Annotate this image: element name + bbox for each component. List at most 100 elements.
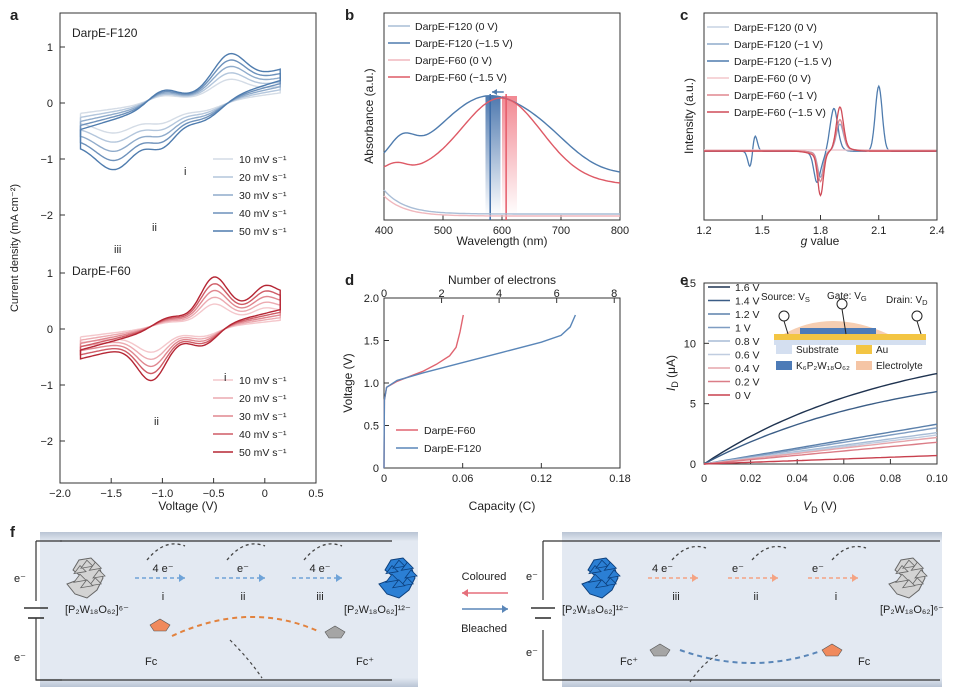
inset-legend-label: K₆P₂W₁₈O₆₂ xyxy=(796,361,850,372)
inset-drain-label: Drain: VD xyxy=(886,295,928,307)
right-side-electron-top: e⁻ xyxy=(526,571,538,583)
fcplus-label-right: Fc⁺ xyxy=(620,656,638,668)
legend-label-e: 0.8 V xyxy=(735,336,760,348)
inset-legend-swatch xyxy=(856,345,872,354)
ytick-label: −1 xyxy=(40,380,53,392)
legend-label: 40 mV s⁻¹ xyxy=(239,429,287,441)
inset-legend-label: Au xyxy=(876,345,888,356)
xtick-label-b: 400 xyxy=(375,225,393,237)
ferrocene-right xyxy=(821,643,843,657)
polyhedron-facet xyxy=(73,573,87,583)
inset-source-label: Source: VS xyxy=(761,292,810,304)
cv-curve-50 xyxy=(79,276,281,382)
polyhedron-facet xyxy=(391,579,406,589)
electron-arrow-head-right xyxy=(852,574,858,582)
annotation-i: i xyxy=(224,372,226,384)
bleached-label: Bleached xyxy=(461,623,507,635)
polyhedron-facet xyxy=(79,559,94,569)
subplot-label: DarpE-F60 xyxy=(72,264,131,278)
id-series-0 V xyxy=(703,454,938,465)
step-label-left: ii xyxy=(241,591,246,603)
fc-label-right: Fc xyxy=(858,656,871,668)
polyhedron-facet xyxy=(895,564,909,575)
legend-label: 50 mV s⁻¹ xyxy=(239,226,287,238)
legend-label-b: DarpE-F60 (−1.5 V) xyxy=(415,72,507,84)
annotation-i: i xyxy=(184,166,186,178)
left-side-electron-top: e⁻ xyxy=(14,573,26,585)
pom-oxidized-right xyxy=(888,557,928,599)
inset-legend-swatch xyxy=(856,361,872,370)
plot-b: 400 500 600 700 800 DarpE-F120 (0 V) DarpE-F12… xyxy=(375,21,629,237)
ylabel-e: ID (μA) xyxy=(664,355,680,391)
polyhedron-facet xyxy=(910,577,925,587)
polyhedron-facet xyxy=(914,569,928,579)
polyhedron-facet xyxy=(79,579,94,589)
polyhedron-facet xyxy=(594,559,609,569)
id-series-1.6 V xyxy=(703,372,938,465)
legend-label-b: DarpE-F120 (0 V) xyxy=(415,21,498,33)
legend-label: 40 mV s⁻¹ xyxy=(239,208,287,220)
ytick-label: 0 xyxy=(47,324,53,336)
inset-legend-label: Substrate xyxy=(796,345,839,356)
ytick-label-e: 5 xyxy=(690,399,696,411)
id-series-1 V xyxy=(703,427,938,465)
legend-label: 50 mV s⁻¹ xyxy=(239,447,287,459)
panel-f: f e⁻e⁻[P₂W₁₈O₆₂]⁶⁻ [P₂W₁₈O₆₂]¹²⁻4 e⁻ie⁻ii… xyxy=(10,524,944,687)
id-series-0.2 V xyxy=(703,441,938,465)
probe-tip xyxy=(911,310,923,322)
legend-label-c: DarpE-F120 (−1 V) xyxy=(734,39,823,51)
xtick-label-a: 0 xyxy=(262,488,268,500)
subplot-darpe-f120: 1 0 −1 −2 DarpE-F120 10 mV s⁻¹ 20 mV s⁻¹ 30 mV … xyxy=(40,26,287,256)
au-electrodes xyxy=(774,334,926,340)
panel-b: b 400 500 600 700 800 DarpE-F120 (0 V) DarpE-F… xyxy=(345,7,629,248)
panel-c: c 1.2 1.5 1.8 2.1 2.4 DarpE-F120 (0 V) DarpE-F… xyxy=(680,7,945,248)
peak-gradient-red xyxy=(502,96,517,216)
legend-label-b: DarpE-F120 (−1.5 V) xyxy=(415,38,513,50)
inset-legend-swatch xyxy=(776,361,792,370)
panel-letter-e: e xyxy=(680,272,688,289)
xtick-label-a: −1.5 xyxy=(100,488,122,500)
polyhedron-facet xyxy=(404,569,418,579)
legend-label: 20 mV s⁻¹ xyxy=(239,393,287,405)
xtick-label-d: 0.18 xyxy=(609,473,630,485)
right-side-electron-bottom: e⁻ xyxy=(526,647,538,659)
probe-tip xyxy=(778,310,790,322)
legend-label: 30 mV s⁻¹ xyxy=(239,190,287,202)
left-side-electron-bottom: e⁻ xyxy=(14,652,26,664)
ferrocene-left xyxy=(149,618,171,632)
electron-arrow-head-right xyxy=(772,574,778,582)
xtick-label-c: 2.1 xyxy=(871,225,886,237)
electron-label-left: 4 e⁻ xyxy=(152,563,173,575)
ytick-label-d: 0 xyxy=(373,463,379,475)
probe-wire xyxy=(783,320,789,335)
ytick-label-d: 2.0 xyxy=(364,293,379,305)
pom-oxidized-left xyxy=(66,557,106,599)
polyhedron-facet xyxy=(594,579,609,589)
legend-label-c: DarpE-F60 (−1 V) xyxy=(734,90,817,102)
xtick-label-c: 2.4 xyxy=(929,225,944,237)
coloured-label: Coloured xyxy=(462,571,507,583)
xtick-label-d: 0.06 xyxy=(452,473,473,485)
legend-label-c: DarpE-F120 (0 V) xyxy=(734,22,817,34)
xtick-label-b: 600 xyxy=(493,225,511,237)
annotation-iii: iii xyxy=(114,244,121,256)
step-label-right: iii xyxy=(672,591,679,603)
electron-arrow-head-left xyxy=(259,574,265,582)
ytick-label: 0 xyxy=(47,98,53,110)
polyhedron-facet xyxy=(588,573,602,583)
panel-letter-f: f xyxy=(10,524,16,541)
legend-label-d: DarpE-F60 xyxy=(424,425,476,437)
electron-flow-down-left xyxy=(229,639,263,679)
electron-label-right: e⁻ xyxy=(812,563,824,575)
legend-label-e: 0 V xyxy=(735,390,751,402)
xtick-label-e: 0 xyxy=(701,473,707,485)
legend-label-c: DarpE-F60 (−1.5 V) xyxy=(734,107,826,119)
annotation-ii: ii xyxy=(152,222,157,234)
electron-label-right: 4 e⁻ xyxy=(652,563,673,575)
xtick-label-e: 0.06 xyxy=(833,473,854,485)
legend-label: 10 mV s⁻¹ xyxy=(239,375,287,387)
ytick-label: −1 xyxy=(40,154,53,166)
species-right-end: [P₂W₁₈O₆₂]⁶⁻ xyxy=(880,604,944,616)
species-left-end: [P₂W₁₈O₆₂]¹²⁻ xyxy=(344,604,411,616)
